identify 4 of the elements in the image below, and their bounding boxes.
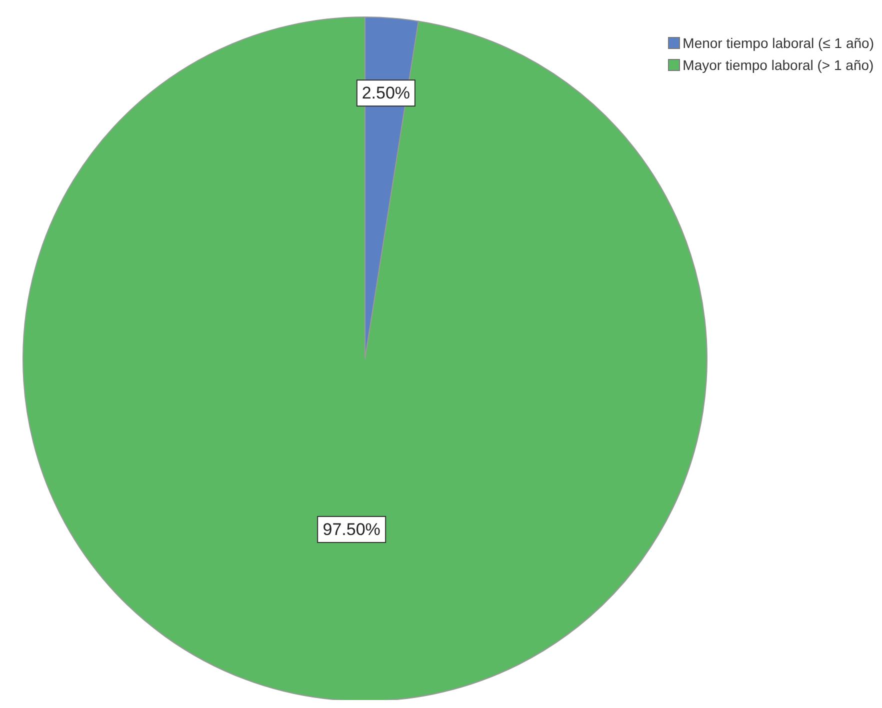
legend-label: Menor tiempo laboral (≤ 1 año) — [682, 34, 874, 53]
data-label: 2.50% — [362, 84, 410, 103]
slice-label: Mayor tiempo laboral (> 1 año) — [682, 56, 874, 75]
data-label: 97.50% — [322, 520, 380, 539]
